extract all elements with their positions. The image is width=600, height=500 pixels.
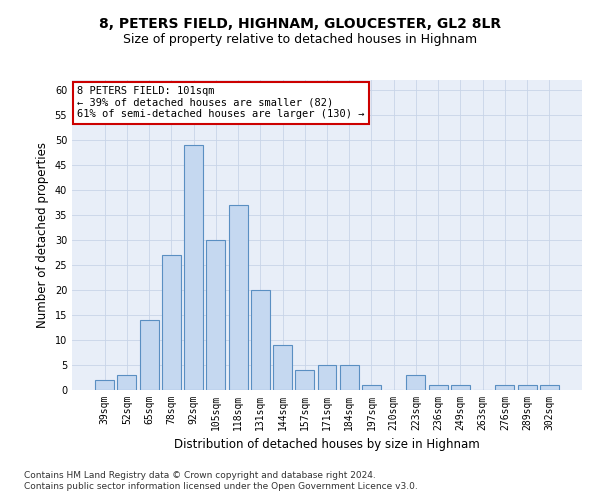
Bar — [206, 240, 225, 390]
Text: Contains public sector information licensed under the Open Government Licence v3: Contains public sector information licen… — [24, 482, 418, 491]
Bar — [140, 320, 158, 390]
Bar — [496, 385, 514, 390]
Bar — [317, 365, 337, 390]
Bar — [362, 385, 381, 390]
Bar — [251, 290, 270, 390]
Text: Contains HM Land Registry data © Crown copyright and database right 2024.: Contains HM Land Registry data © Crown c… — [24, 470, 376, 480]
Bar — [118, 375, 136, 390]
Text: 8, PETERS FIELD, HIGHNAM, GLOUCESTER, GL2 8LR: 8, PETERS FIELD, HIGHNAM, GLOUCESTER, GL… — [99, 18, 501, 32]
Bar — [518, 385, 536, 390]
Bar — [406, 375, 425, 390]
Bar — [295, 370, 314, 390]
Text: Size of property relative to detached houses in Highnam: Size of property relative to detached ho… — [123, 32, 477, 46]
Text: 8 PETERS FIELD: 101sqm
← 39% of detached houses are smaller (82)
61% of semi-det: 8 PETERS FIELD: 101sqm ← 39% of detached… — [77, 86, 365, 120]
Bar — [184, 145, 203, 390]
X-axis label: Distribution of detached houses by size in Highnam: Distribution of detached houses by size … — [174, 438, 480, 452]
Bar — [229, 205, 248, 390]
Y-axis label: Number of detached properties: Number of detached properties — [36, 142, 49, 328]
Bar — [340, 365, 359, 390]
Bar — [273, 345, 292, 390]
Bar — [162, 255, 181, 390]
Bar — [95, 380, 114, 390]
Bar — [429, 385, 448, 390]
Bar — [540, 385, 559, 390]
Bar — [451, 385, 470, 390]
